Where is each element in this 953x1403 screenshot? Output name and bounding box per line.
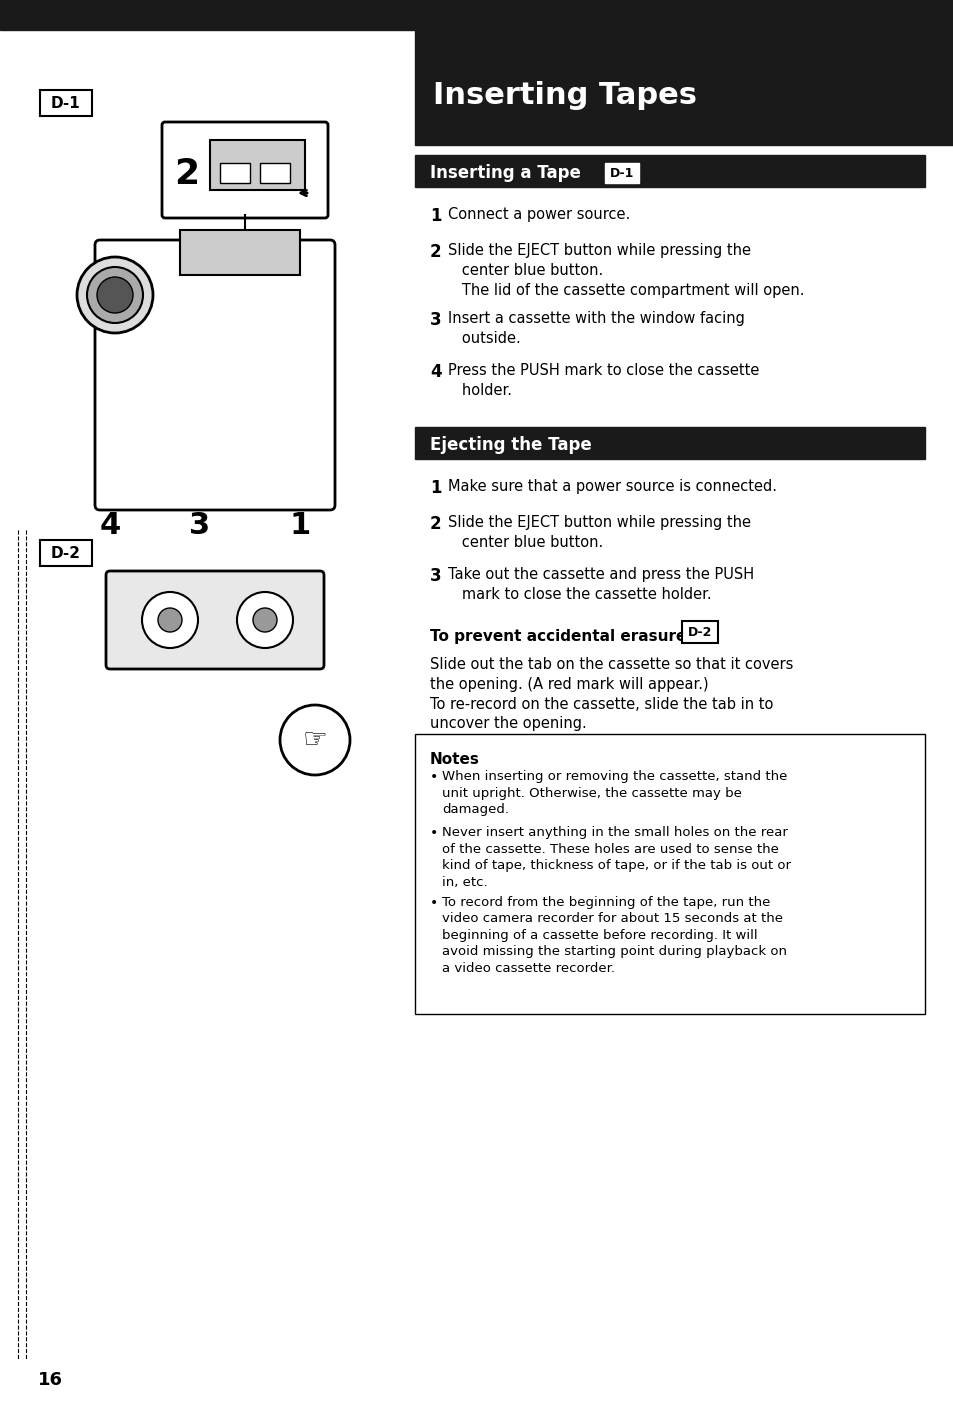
Text: To prevent accidental erasure: To prevent accidental erasure	[430, 629, 696, 644]
Bar	[180, 230, 299, 275]
Text: Insert a cassette with the window facing
   outside.: Insert a cassette with the window facing…	[448, 311, 744, 345]
Text: D-2: D-2	[51, 546, 81, 561]
Circle shape	[97, 276, 132, 313]
Bar	[415, 734, 924, 1014]
Text: •: •	[430, 770, 437, 784]
Text: D-1: D-1	[51, 95, 81, 111]
Text: Inserting Tapes: Inserting Tapes	[433, 81, 697, 109]
Text: 1: 1	[430, 478, 441, 497]
Text: When inserting or removing the cassette, stand the
unit upright. Otherwise, the : When inserting or removing the cassette,…	[441, 770, 786, 817]
Text: Ejecting the Tape: Ejecting the Tape	[430, 436, 591, 455]
Bar	[0, 0, 953, 29]
Text: Notes: Notes	[430, 752, 479, 767]
Text: 2: 2	[430, 515, 441, 533]
Text: 2: 2	[430, 243, 441, 261]
Text: Never insert anything in the small holes on the rear
of the cassette. These hole: Never insert anything in the small holes…	[441, 826, 790, 888]
Bar	[260, 163, 290, 182]
Circle shape	[142, 592, 198, 648]
Text: •: •	[430, 897, 437, 911]
FancyBboxPatch shape	[162, 122, 328, 217]
Text: Inserting a Tape: Inserting a Tape	[430, 164, 580, 182]
Circle shape	[280, 704, 350, 774]
Circle shape	[77, 257, 152, 333]
Text: 1: 1	[430, 208, 441, 224]
Bar	[415, 427, 924, 459]
Bar	[415, 154, 924, 187]
Text: •: •	[430, 826, 437, 840]
Text: Take out the cassette and press the PUSH
   mark to close the cassette holder.: Take out the cassette and press the PUSH…	[448, 567, 753, 602]
Circle shape	[253, 607, 276, 631]
Text: 4: 4	[99, 511, 120, 540]
Circle shape	[87, 267, 143, 323]
Bar	[40, 540, 91, 565]
Bar	[40, 90, 91, 116]
FancyBboxPatch shape	[95, 240, 335, 511]
Circle shape	[236, 592, 293, 648]
Text: Press the PUSH mark to close the cassette
   holder.: Press the PUSH mark to close the cassett…	[448, 363, 759, 398]
Text: ☞: ☞	[302, 725, 327, 753]
Text: D-1: D-1	[609, 167, 634, 180]
Text: 3: 3	[190, 511, 211, 540]
Text: 3: 3	[430, 311, 441, 328]
Bar	[210, 140, 305, 189]
Bar	[415, 29, 953, 145]
Text: 4: 4	[430, 363, 441, 382]
Text: D-2: D-2	[687, 626, 712, 638]
Bar	[604, 163, 639, 182]
Text: 3: 3	[430, 567, 441, 585]
Text: 2: 2	[174, 157, 199, 191]
Text: Connect a power source.: Connect a power source.	[448, 208, 630, 222]
Text: Make sure that a power source is connected.: Make sure that a power source is connect…	[448, 478, 776, 494]
Text: Slide out the tab on the cassette so that it covers
the opening. (A red mark wil: Slide out the tab on the cassette so tha…	[430, 657, 793, 731]
Bar	[220, 163, 250, 182]
Circle shape	[158, 607, 182, 631]
Text: Slide the EJECT button while pressing the
   center blue button.: Slide the EJECT button while pressing th…	[448, 515, 750, 550]
Text: 16: 16	[37, 1371, 63, 1389]
Bar	[681, 622, 718, 643]
Text: Slide the EJECT button while pressing the
   center blue button.
   The lid of t: Slide the EJECT button while pressing th…	[448, 243, 803, 297]
FancyBboxPatch shape	[106, 571, 324, 669]
Text: To record from the beginning of the tape, run the
video camera recorder for abou: To record from the beginning of the tape…	[441, 897, 786, 975]
Text: 1: 1	[289, 511, 311, 540]
